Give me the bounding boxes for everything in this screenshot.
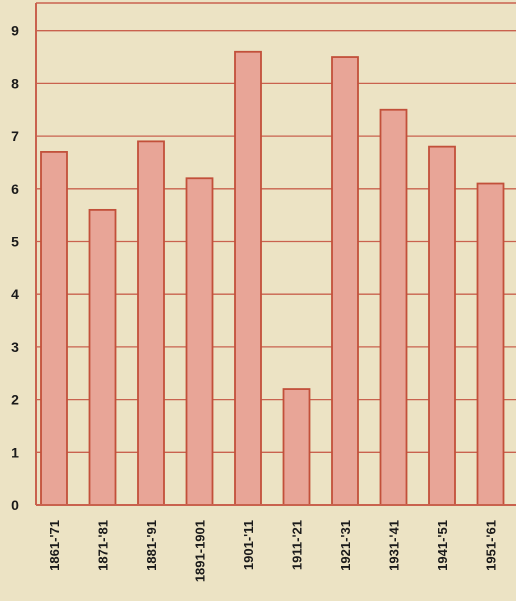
x-tick-label: 1921-'31 xyxy=(338,520,353,571)
bar-1881-'91 xyxy=(137,140,165,506)
y-tick-label: 7 xyxy=(11,128,19,144)
y-tick-label: 5 xyxy=(11,234,19,250)
x-tick-label: 1911-'21 xyxy=(290,520,305,570)
axes xyxy=(35,2,516,506)
bar-1891-1901 xyxy=(185,177,214,506)
bar-1941-'51 xyxy=(428,145,456,506)
y-tick-labels: 0 1 2 3 4 5 6 7 8 9 xyxy=(11,23,19,513)
y-tick-label: 9 xyxy=(11,23,19,39)
bar-1901-'11 xyxy=(234,50,262,506)
y-tick-label: 1 xyxy=(11,444,19,460)
x-tick-label: 1931-'41 xyxy=(387,520,402,571)
bar-1921-'31 xyxy=(331,56,359,506)
y-tick-label: 6 xyxy=(11,181,19,197)
bars xyxy=(40,50,505,506)
x-tick-label: 1861-'71 xyxy=(47,520,62,571)
bar-1931-'41 xyxy=(379,108,408,506)
x-tick-label: 1901-'11 xyxy=(241,520,256,570)
bar-1871-'81 xyxy=(88,208,117,506)
bar-1861-'71 xyxy=(40,151,68,506)
y-tick-label: 3 xyxy=(11,339,19,355)
y-tick-label: 4 xyxy=(11,286,19,302)
x-tick-label: 1871-'81 xyxy=(96,520,111,571)
y-tick-label: 2 xyxy=(11,392,19,408)
bar-1911-'21 xyxy=(282,388,311,506)
x-tick-label: 1881-'91 xyxy=(144,520,159,571)
x-tick-labels: 1861-'71 1871-'81 1881-'91 1891-1901 1901-'1… xyxy=(47,520,499,582)
y-tick-label: 0 xyxy=(11,497,19,513)
y-tick-label: 8 xyxy=(11,75,19,91)
x-tick-label: 1891-1901 xyxy=(193,520,208,582)
bar-1951-'61 xyxy=(476,182,505,506)
x-tick-label: 1951-'61 xyxy=(484,520,499,571)
x-tick-label: 1941-'51 xyxy=(435,520,450,571)
